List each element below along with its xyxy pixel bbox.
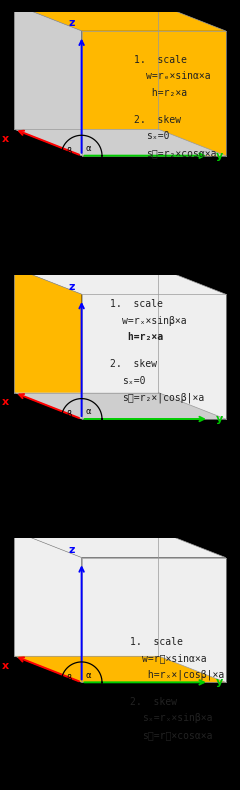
- Text: sᵧ=r₂×cosα×a: sᵧ=r₂×cosα×a: [146, 149, 217, 158]
- Text: sₓ=rₓ×sinβ×a: sₓ=rₓ×sinβ×a: [142, 713, 212, 724]
- Text: sₓ=0: sₓ=0: [146, 131, 170, 141]
- Polygon shape: [14, 531, 82, 683]
- Text: 2.  skew: 2. skew: [130, 697, 177, 706]
- Text: β: β: [66, 674, 72, 683]
- Text: sᵧ=r₂×|cosβ|×a: sᵧ=r₂×|cosβ|×a: [122, 392, 205, 403]
- Text: y: y: [216, 414, 223, 424]
- Text: γ: γ: [82, 161, 86, 170]
- Text: γ: γ: [82, 424, 86, 433]
- Text: β: β: [66, 147, 72, 156]
- Text: w=rₓ×sinβ×a: w=rₓ×sinβ×a: [122, 315, 187, 325]
- Text: α: α: [86, 144, 91, 153]
- Text: 1.  scale: 1. scale: [130, 637, 182, 646]
- Text: 2.  skew: 2. skew: [110, 359, 157, 369]
- Text: β: β: [66, 410, 72, 419]
- Polygon shape: [82, 31, 226, 156]
- Text: x: x: [1, 397, 9, 408]
- Text: h=r₂×a: h=r₂×a: [146, 88, 187, 98]
- Text: x: x: [1, 134, 9, 144]
- Text: α: α: [86, 671, 91, 679]
- Polygon shape: [14, 531, 226, 558]
- Text: z: z: [69, 18, 75, 28]
- Text: w=rᵧ×sinα×a: w=rᵧ×sinα×a: [142, 653, 206, 664]
- Text: y: y: [216, 677, 223, 687]
- Polygon shape: [14, 656, 226, 683]
- Text: 1.  scale: 1. scale: [110, 299, 163, 309]
- Text: 1.  scale: 1. scale: [134, 55, 187, 65]
- Text: sₓ=0: sₓ=0: [122, 375, 146, 386]
- Text: γ: γ: [82, 687, 86, 697]
- Polygon shape: [14, 130, 226, 156]
- Text: 2.  skew: 2. skew: [134, 115, 181, 125]
- Text: z: z: [69, 545, 75, 555]
- Polygon shape: [14, 5, 82, 156]
- Text: h=rₓ×|cosβ|×a: h=rₓ×|cosβ|×a: [142, 670, 224, 680]
- Polygon shape: [14, 5, 226, 31]
- Text: h=r₂×a: h=r₂×a: [122, 333, 163, 342]
- Text: y: y: [216, 151, 223, 160]
- Text: sᵧ=rᵧ×cosα×a: sᵧ=rᵧ×cosα×a: [142, 730, 212, 740]
- Polygon shape: [14, 268, 82, 419]
- Text: z: z: [69, 282, 75, 292]
- Polygon shape: [82, 558, 226, 683]
- Polygon shape: [82, 294, 226, 419]
- Polygon shape: [14, 268, 226, 294]
- Polygon shape: [14, 393, 226, 419]
- Text: x: x: [1, 660, 9, 671]
- Text: w=rₑ×sinα×a: w=rₑ×sinα×a: [146, 71, 211, 81]
- Text: α: α: [86, 408, 91, 416]
